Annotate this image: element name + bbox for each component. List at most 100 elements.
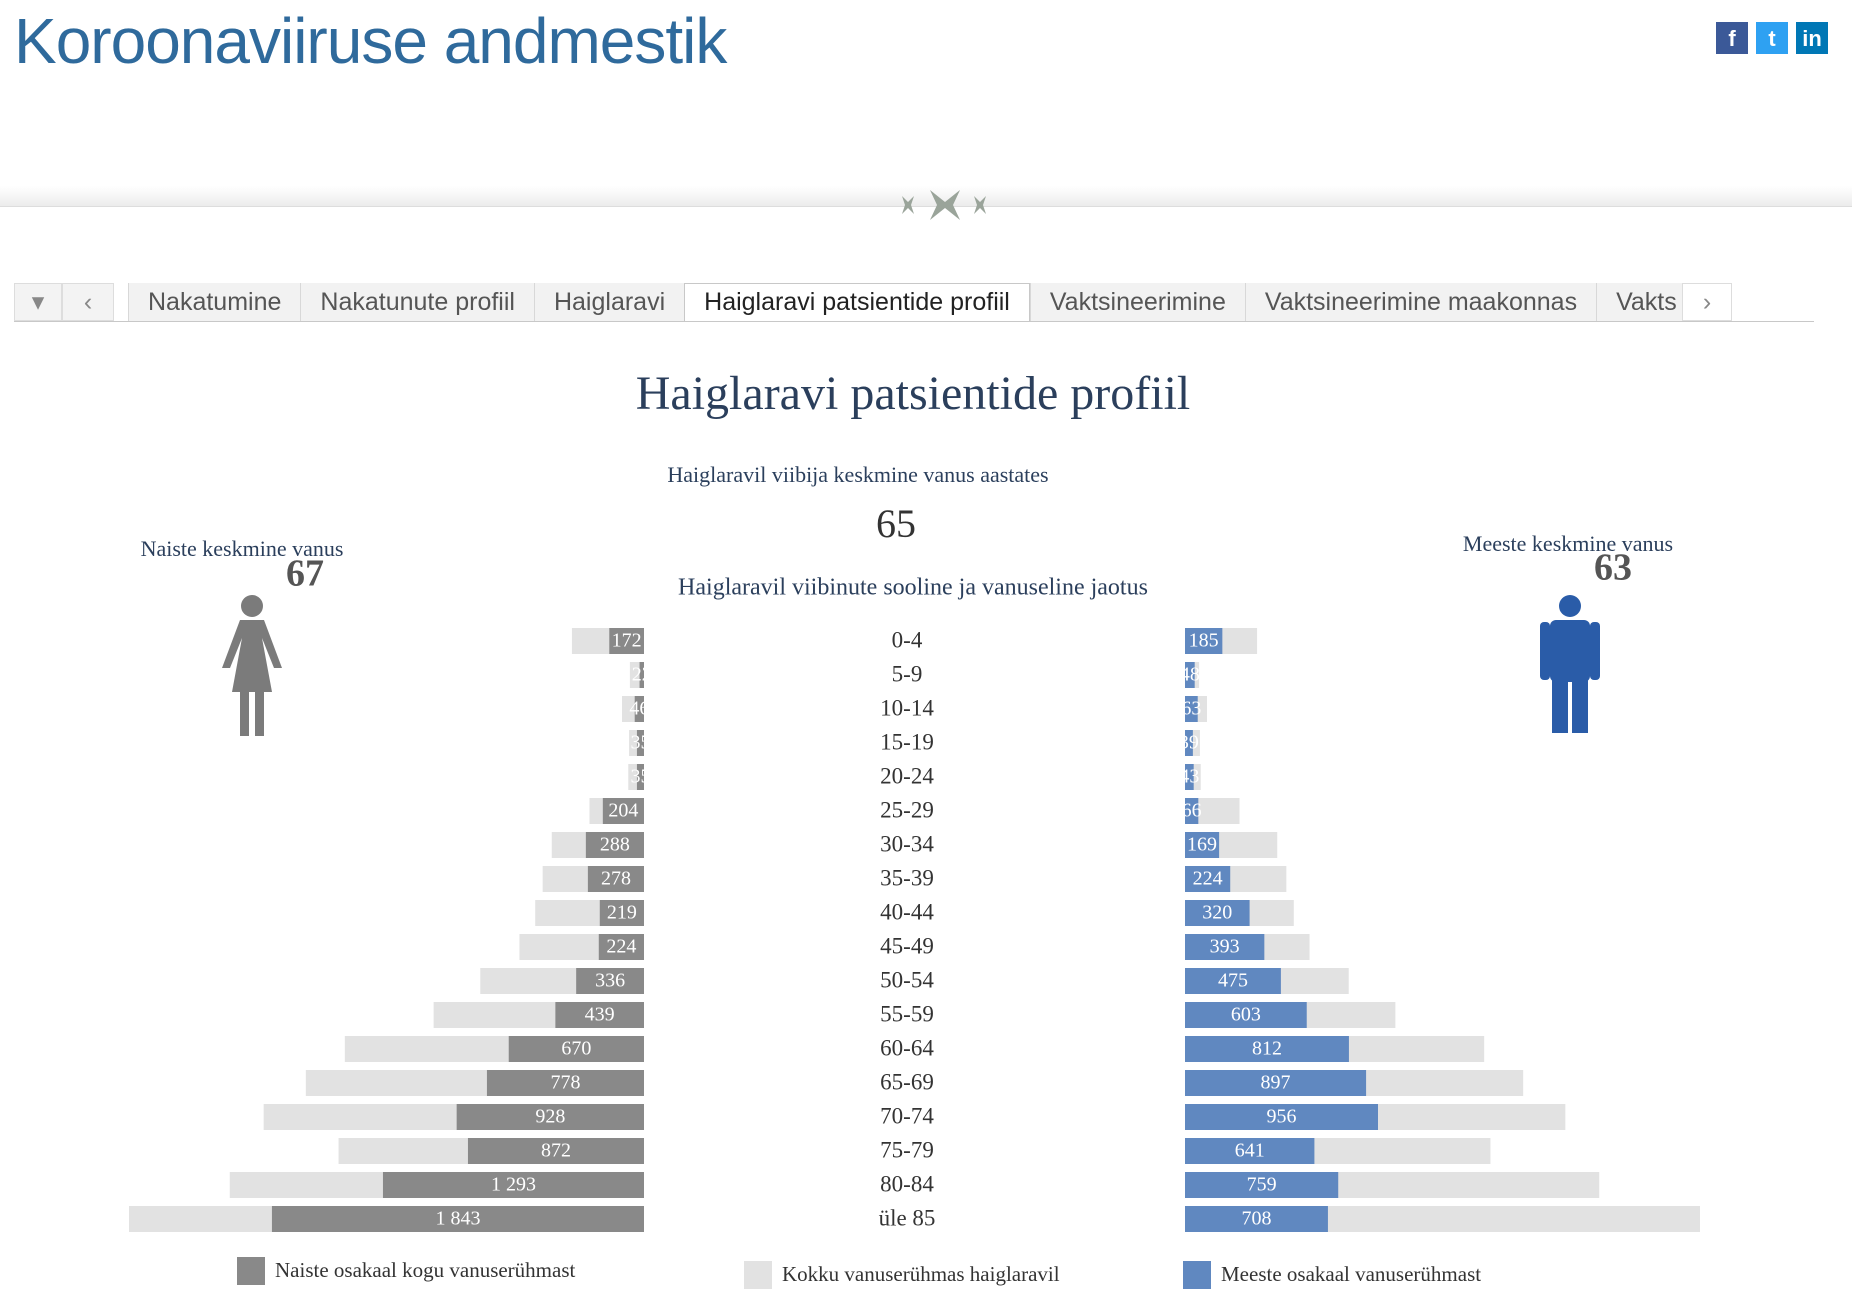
men-value-label: 956 [1266, 1106, 1296, 1128]
men-bar [1185, 832, 1220, 858]
tab-bar: ▾ ‹ Nakatumine Nakatunute profiil Haigla… [14, 283, 1814, 322]
women-bar [576, 968, 644, 994]
tab[interactable]: Nakatumine [128, 283, 301, 321]
women-value-label: 336 [595, 970, 625, 992]
men-value-label: 224 [1193, 868, 1223, 890]
category-label: 5-9 [892, 661, 923, 686]
women-value-label: 670 [561, 1038, 591, 1060]
tab[interactable]: Haiglaravi [533, 283, 685, 321]
women-bar [508, 1036, 644, 1062]
women-bar [634, 696, 644, 722]
women-value-label: 22 [632, 664, 652, 686]
men-bar [1185, 1002, 1307, 1028]
men-value-label: 812 [1252, 1038, 1282, 1060]
men-bar [1185, 1036, 1349, 1062]
women-value-label: 278 [601, 868, 631, 890]
men-bar [1185, 934, 1265, 960]
women-bar [636, 764, 644, 790]
men-value-label: 39 [1179, 732, 1199, 754]
category-label: 65-69 [880, 1069, 934, 1094]
tab-back[interactable]: ‹ [62, 283, 114, 321]
chart-title: Haiglaravi patsientide profiil [636, 367, 1190, 420]
men-label: Meeste keskmine vanus [1463, 531, 1673, 556]
men-value-label: 759 [1247, 1174, 1277, 1196]
men-value-label: 393 [1210, 936, 1240, 958]
women-age: 67 [286, 553, 324, 595]
men-bar [1185, 1138, 1315, 1164]
legend-label: Meeste osakaal vanuserühmast [1221, 1262, 1481, 1286]
men-bar [1185, 1206, 1328, 1232]
women-value-label: 928 [535, 1106, 565, 1128]
women-value-label: 35 [630, 766, 650, 788]
men-value-label: 63 [1181, 698, 1201, 720]
women-bar [555, 1002, 644, 1028]
women-value-label: 172 [612, 630, 642, 652]
category-label: 80-84 [880, 1171, 934, 1196]
tab-forward[interactable]: › [1682, 283, 1733, 321]
social-links: f t in [1716, 22, 1828, 54]
women-bar [636, 730, 644, 756]
tab[interactable]: Nakatunute profiil [300, 283, 534, 321]
category-label: 60-64 [880, 1035, 934, 1060]
women-value-label: 288 [600, 834, 630, 856]
women-bar [467, 1138, 644, 1164]
men-value-label: 169 [1187, 834, 1217, 856]
women-bar [486, 1070, 644, 1096]
women-bar [599, 900, 644, 926]
women-bar [382, 1172, 644, 1198]
men-value-label: 43 [1179, 766, 1199, 788]
tab[interactable]: Vaktsineerimine [1029, 283, 1245, 321]
category-label: 55-59 [880, 1001, 934, 1026]
men-bar [1185, 696, 1198, 722]
women-label: Naiste keskmine vanus [141, 536, 344, 561]
men-bar [1185, 1172, 1339, 1198]
tab[interactable]: Haiglaravi patsientide profiil [684, 283, 1030, 321]
pyramid-title: Haiglaravil viibinute sooline ja vanusel… [678, 575, 1148, 601]
women-bar [609, 628, 644, 654]
women-bar [598, 934, 644, 960]
men-value-label: 320 [1202, 902, 1232, 924]
legend-swatch [237, 1257, 265, 1285]
men-bar [1185, 764, 1194, 790]
men-value-label: 185 [1189, 630, 1219, 652]
tab[interactable]: Vaktsineerimine maakonnas [1244, 283, 1597, 321]
legend-swatch [1183, 1261, 1211, 1289]
category-label: 50-54 [880, 967, 934, 992]
page-title: Koroonaviiruse andmestik [14, 5, 727, 77]
linkedin-button[interactable]: in [1796, 22, 1828, 54]
men-bar [1185, 900, 1250, 926]
man-icon [1540, 595, 1600, 733]
women-value-label: 219 [607, 902, 637, 924]
legend-label: Kokku vanuserühmas haiglaravil [782, 1262, 1060, 1286]
men-bar [1185, 730, 1193, 756]
category-label: 0-4 [892, 627, 923, 652]
women-bar [585, 832, 644, 858]
twitter-button[interactable]: t [1756, 22, 1788, 54]
men-bar [1185, 968, 1281, 994]
women-bar [602, 798, 644, 824]
category-label: 25-29 [880, 797, 934, 822]
legend-label: Naiste osakaal kogu vanuserühmast [275, 1258, 576, 1282]
women-value-label: 1 843 [435, 1208, 480, 1230]
tab[interactable]: Vakts [1596, 283, 1683, 321]
women-value-label: 778 [550, 1072, 580, 1094]
subtitle: Haiglaravil viibija keskmine vanus aasta… [667, 462, 1048, 487]
women-value-label: 204 [608, 800, 638, 822]
men-bar [1185, 1070, 1367, 1096]
legend-swatch [744, 1261, 772, 1289]
men-value-label: 66 [1182, 800, 1202, 822]
category-label: 15-19 [880, 729, 934, 754]
women-value-label: 439 [585, 1004, 615, 1026]
men-bar [1185, 1104, 1378, 1130]
men-value-label: 475 [1218, 970, 1248, 992]
ornament [902, 190, 986, 220]
tab-menu[interactable]: ▾ [14, 283, 62, 321]
divider [0, 186, 1852, 207]
category-label: 10-14 [880, 695, 934, 720]
women-bar [271, 1206, 644, 1232]
men-value-label: 603 [1231, 1004, 1261, 1026]
facebook-button[interactable]: f [1716, 22, 1748, 54]
men-bar [1185, 628, 1223, 654]
